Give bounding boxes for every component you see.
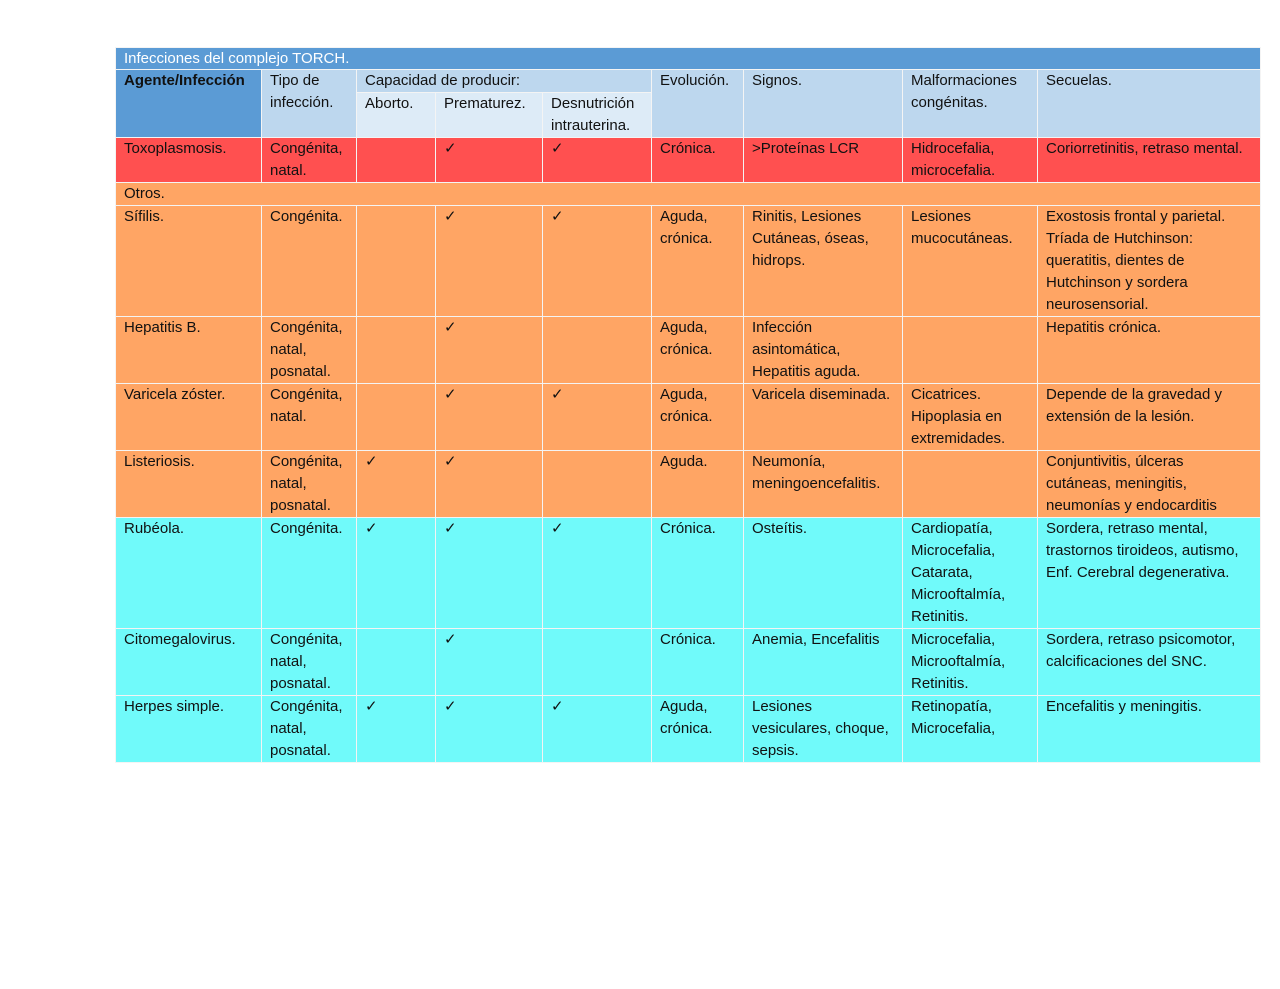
table-row: Herpes simple. Congénita, natal, posnata… bbox=[115, 695, 1262, 763]
cell-signs: Lesiones vesiculares, choque, sepsis. bbox=[743, 695, 903, 763]
cell-sequelae: Coriorretinitis, retraso mental. bbox=[1036, 137, 1262, 183]
torch-infections-table: Infecciones del complejo TORCH. Agente/I… bbox=[114, 47, 1262, 763]
cell-agent: Citomegalovirus. bbox=[115, 628, 262, 696]
cell-malformations bbox=[902, 316, 1038, 384]
cell-malformations: Cicatrices. Hipoplasia en extremidades. bbox=[902, 383, 1038, 451]
cell-prematurity-check-icon: ✓ bbox=[435, 383, 543, 451]
cell-abortion-check-icon bbox=[356, 137, 436, 183]
cell-signs: Osteítis. bbox=[743, 517, 903, 629]
cell-sequelae: Hepatitis crónica. bbox=[1036, 316, 1262, 384]
table-row: Hepatitis B. Congénita, natal, posnatal.… bbox=[115, 316, 1262, 384]
cell-prematurity-check-icon: ✓ bbox=[435, 695, 543, 763]
cell-abortion-check-icon bbox=[356, 316, 436, 384]
header-abortion: Aborto. bbox=[356, 92, 436, 138]
cell-malnutrition-check-icon: ✓ bbox=[542, 383, 652, 451]
cell-signs: Neumonía, meningoencefalitis. bbox=[743, 450, 903, 518]
cell-agent: Herpes simple. bbox=[115, 695, 262, 763]
cell-type: Congénita, natal, posnatal. bbox=[261, 316, 357, 384]
header-sequelae: Secuelas. bbox=[1036, 69, 1262, 138]
header-capacity: Capacidad de producir: bbox=[356, 69, 652, 93]
cell-abortion-check-icon bbox=[356, 383, 436, 451]
cell-type: Congénita, natal. bbox=[261, 137, 357, 183]
table-row: Citomegalovirus. Congénita, natal, posna… bbox=[115, 628, 1262, 696]
cell-malformations: Hidrocefalia, microcefalia. bbox=[902, 137, 1038, 183]
cell-prematurity-check-icon: ✓ bbox=[435, 137, 543, 183]
cell-agent: Rubéola. bbox=[115, 517, 262, 629]
cell-evolution: Aguda, crónica. bbox=[651, 695, 744, 763]
header-evolution: Evolución. bbox=[651, 69, 744, 138]
cell-abortion-check-icon bbox=[356, 628, 436, 696]
header-type: Tipo de infección. bbox=[261, 69, 357, 138]
cell-agent: Listeriosis. bbox=[115, 450, 262, 518]
cell-type: Congénita, natal, posnatal. bbox=[261, 450, 357, 518]
cell-type: Congénita. bbox=[261, 517, 357, 629]
cell-prematurity-check-icon: ✓ bbox=[435, 316, 543, 384]
cell-evolution: Crónica. bbox=[651, 137, 744, 183]
cell-prematurity-check-icon: ✓ bbox=[435, 628, 543, 696]
cell-malnutrition-check-icon: ✓ bbox=[542, 137, 652, 183]
cell-evolution: Crónica. bbox=[651, 517, 744, 629]
table-title: Infecciones del complejo TORCH. bbox=[114, 47, 1262, 70]
cell-signs: Infección asintomática, Hepatitis aguda. bbox=[743, 316, 903, 384]
cell-abortion-check-icon: ✓ bbox=[356, 517, 436, 629]
cell-malnutrition-check-icon bbox=[542, 628, 652, 696]
cell-sequelae: Sordera, retraso mental, trastornos tiro… bbox=[1036, 517, 1262, 629]
cell-signs: Varicela diseminada. bbox=[743, 383, 903, 451]
cell-malformations bbox=[902, 450, 1038, 518]
cell-abortion-check-icon bbox=[356, 205, 436, 317]
cell-malformations: Retinopatía, Microcefalia, bbox=[902, 695, 1038, 763]
cell-sequelae: Encefalitis y meningitis. bbox=[1036, 695, 1262, 763]
cell-malformations: Cardiopatía, Microcefalia, Catarata, Mic… bbox=[902, 517, 1038, 629]
cell-prematurity-check-icon: ✓ bbox=[435, 517, 543, 629]
cell-malformations: Lesiones mucocutáneas. bbox=[902, 205, 1038, 317]
cell-malformations: Microcefalia, Microoftalmía, Retinitis. bbox=[902, 628, 1038, 696]
cell-prematurity-check-icon: ✓ bbox=[435, 205, 543, 317]
cell-signs: Anemia, Encefalitis bbox=[743, 628, 903, 696]
table-row: Varicela zóster. Congénita, natal. ✓ ✓ A… bbox=[115, 383, 1262, 451]
cell-abortion-check-icon: ✓ bbox=[356, 695, 436, 763]
header-malformations: Malformaciones congénitas. bbox=[902, 69, 1038, 138]
table-row: Toxoplasmosis. Congénita, natal. ✓ ✓ Cró… bbox=[115, 137, 1262, 183]
cell-malnutrition-check-icon bbox=[542, 316, 652, 384]
cell-agent: Sífilis. bbox=[115, 205, 262, 317]
cell-evolution: Aguda, crónica. bbox=[651, 316, 744, 384]
cell-malnutrition-check-icon: ✓ bbox=[542, 205, 652, 317]
cell-evolution: Aguda. bbox=[651, 450, 744, 518]
cell-malnutrition-check-icon: ✓ bbox=[542, 695, 652, 763]
cell-agent: Toxoplasmosis. bbox=[115, 137, 262, 183]
cell-sequelae: Exostosis frontal y parietal. Tríada de … bbox=[1036, 205, 1262, 317]
cell-prematurity-check-icon: ✓ bbox=[435, 450, 543, 518]
cell-sequelae: Depende de la gravedad y extensión de la… bbox=[1036, 383, 1262, 451]
cell-type: Congénita, natal. bbox=[261, 383, 357, 451]
header-malnutrition: Desnutrición intrauterina. bbox=[542, 92, 652, 138]
table-row: Rubéola. Congénita. ✓ ✓ ✓ Crónica. Osteí… bbox=[115, 517, 1262, 629]
cell-agent: Hepatitis B. bbox=[115, 316, 262, 384]
cell-sequelae: Sordera, retraso psicomotor, calcificaci… bbox=[1036, 628, 1262, 696]
table-row: Listeriosis. Congénita, natal, posnatal.… bbox=[115, 450, 1262, 518]
header-prematurity: Prematurez. bbox=[435, 92, 543, 138]
header-signs: Signos. bbox=[743, 69, 903, 138]
cell-agent: Varicela zóster. bbox=[115, 383, 262, 451]
cell-type: Congénita, natal, posnatal. bbox=[261, 695, 357, 763]
group-label: Otros. bbox=[114, 182, 1262, 206]
cell-malnutrition-check-icon bbox=[542, 450, 652, 518]
cell-malnutrition-check-icon: ✓ bbox=[542, 517, 652, 629]
cell-evolution: Aguda, crónica. bbox=[651, 383, 744, 451]
cell-evolution: Crónica. bbox=[651, 628, 744, 696]
cell-sequelae: Conjuntivitis, úlceras cutáneas, meningi… bbox=[1036, 450, 1262, 518]
cell-type: Congénita, natal, posnatal. bbox=[261, 628, 357, 696]
cell-signs: Rinitis, Lesiones Cutáneas, óseas, hidro… bbox=[743, 205, 903, 317]
header-agent: Agente/Infección bbox=[115, 69, 262, 138]
cell-evolution: Aguda, crónica. bbox=[651, 205, 744, 317]
cell-type: Congénita. bbox=[261, 205, 357, 317]
cell-abortion-check-icon: ✓ bbox=[356, 450, 436, 518]
table-row: Sífilis. Congénita. ✓ ✓ Aguda, crónica. … bbox=[115, 205, 1262, 317]
cell-signs: >Proteínas LCR bbox=[743, 137, 903, 183]
group-row-otros: Otros. bbox=[114, 182, 1262, 206]
